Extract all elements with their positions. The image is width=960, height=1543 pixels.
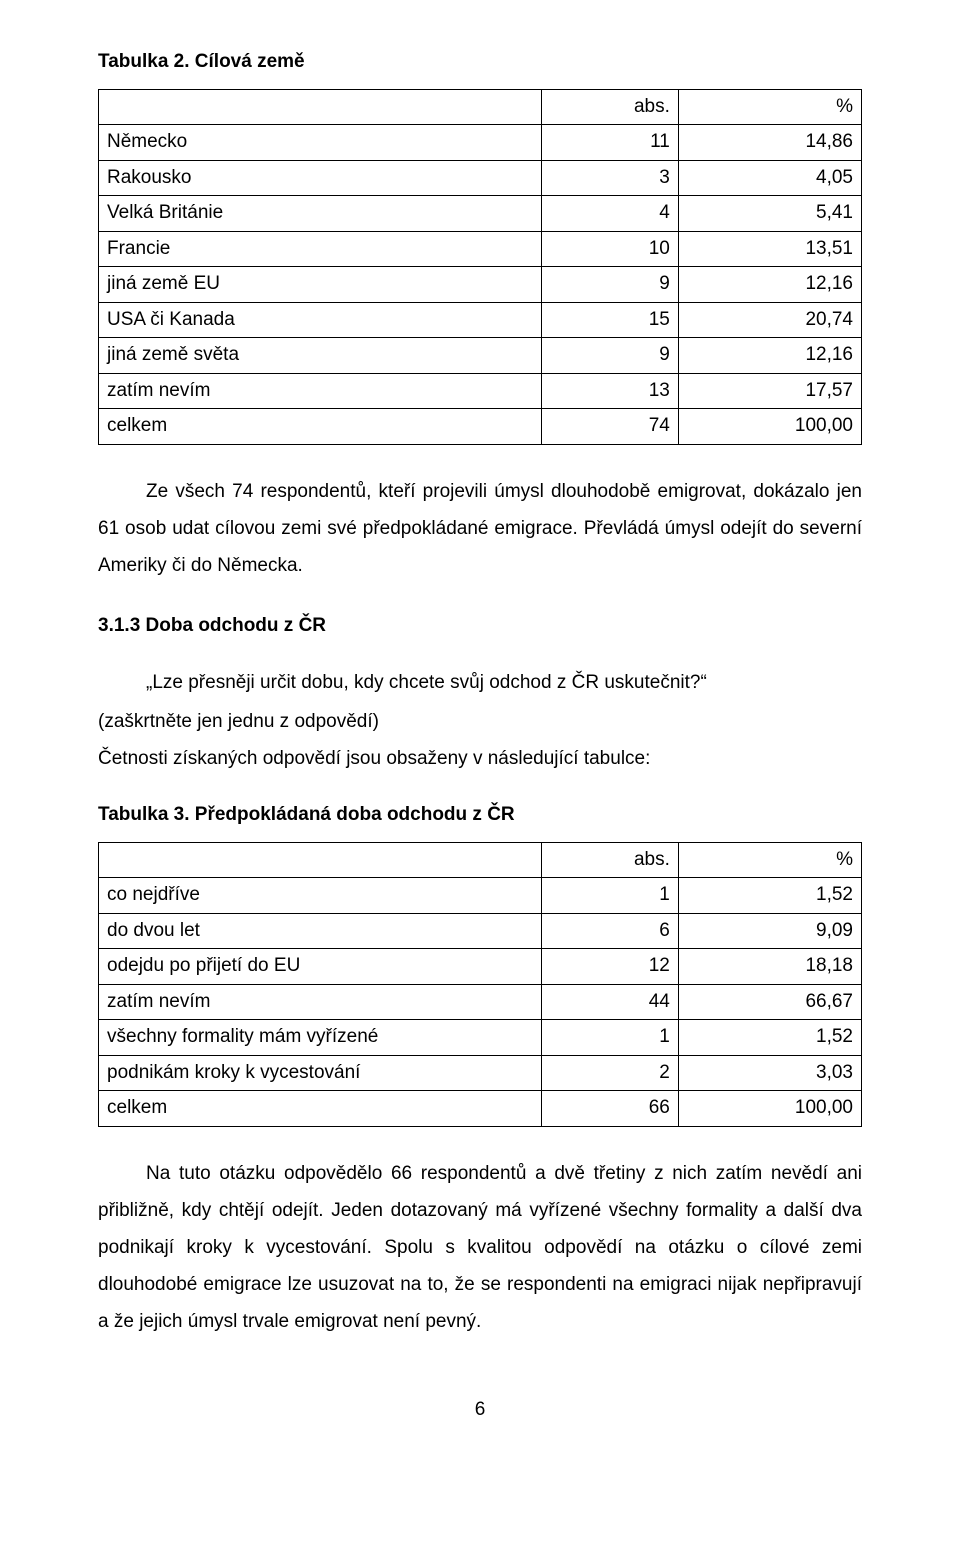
cell-abs: 3 — [541, 160, 678, 196]
cell-abs: 12 — [541, 949, 678, 985]
cell-pct: 12,16 — [678, 267, 861, 303]
table1-header-pct: % — [678, 89, 861, 125]
cell-abs: 13 — [541, 373, 678, 409]
cell-abs: 1 — [541, 878, 678, 914]
cell-abs: 2 — [541, 1055, 678, 1091]
table-row: jiná země světa912,16 — [99, 338, 862, 374]
cell-abs: 15 — [541, 302, 678, 338]
table2-title: Tabulka 3. Předpokládaná doba odchodu z … — [98, 801, 862, 830]
cell-pct: 100,00 — [678, 1091, 861, 1127]
question-quote: „Lze přesněji určit dobu, kdy chcete svů… — [98, 664, 862, 701]
cell-label: zatím nevím — [99, 373, 542, 409]
cell-label: podnikám kroky k vycestování — [99, 1055, 542, 1091]
cell-pct: 17,57 — [678, 373, 861, 409]
page-container: Tabulka 2. Cílová země abs. % Německo111… — [0, 0, 960, 1465]
cell-pct: 9,09 — [678, 913, 861, 949]
cell-pct: 13,51 — [678, 231, 861, 267]
cell-abs: 74 — [541, 409, 678, 445]
cell-abs: 44 — [541, 984, 678, 1020]
table-row: Německo1114,86 — [99, 125, 862, 161]
cell-pct: 18,18 — [678, 949, 861, 985]
cell-label: jiná země EU — [99, 267, 542, 303]
cell-label: Rakousko — [99, 160, 542, 196]
table-row: celkem74100,00 — [99, 409, 862, 445]
table-row: všechny formality mám vyřízené11,52 — [99, 1020, 862, 1056]
cell-abs: 66 — [541, 1091, 678, 1127]
page-number: 6 — [98, 1396, 862, 1425]
table2-header-pct: % — [678, 842, 861, 878]
table2-header-blank — [99, 842, 542, 878]
cell-pct: 100,00 — [678, 409, 861, 445]
cell-pct: 66,67 — [678, 984, 861, 1020]
cell-label: celkem — [99, 1091, 542, 1127]
table2: abs. % co nejdříve11,52 do dvou let69,09… — [98, 842, 862, 1127]
cell-label: USA či Kanada — [99, 302, 542, 338]
cell-abs: 1 — [541, 1020, 678, 1056]
cell-label: co nejdříve — [99, 878, 542, 914]
cell-pct: 1,52 — [678, 878, 861, 914]
cell-label: odejdu po přijetí do EU — [99, 949, 542, 985]
question-sub1: (zaškrtněte jen jednu z odpovědí) — [98, 711, 379, 732]
table-row: Rakousko34,05 — [99, 160, 862, 196]
cell-abs: 9 — [541, 338, 678, 374]
table-row: odejdu po přijetí do EU1218,18 — [99, 949, 862, 985]
cell-pct: 1,52 — [678, 1020, 861, 1056]
cell-abs: 4 — [541, 196, 678, 232]
cell-label: Francie — [99, 231, 542, 267]
table-row: zatím nevím1317,57 — [99, 373, 862, 409]
table-row: co nejdříve11,52 — [99, 878, 862, 914]
table-row: USA či Kanada1520,74 — [99, 302, 862, 338]
cell-label: celkem — [99, 409, 542, 445]
table-row: podnikám kroky k vycestování23,03 — [99, 1055, 862, 1091]
cell-pct: 14,86 — [678, 125, 861, 161]
section-heading: 3.1.3 Doba odchodu z ČR — [98, 612, 862, 641]
cell-pct: 20,74 — [678, 302, 861, 338]
table-row: do dvou let69,09 — [99, 913, 862, 949]
question-block: „Lze přesněji určit dobu, kdy chcete svů… — [98, 664, 862, 777]
table1-header-abs: abs. — [541, 89, 678, 125]
table-row: Francie1013,51 — [99, 231, 862, 267]
table2-header-abs: abs. — [541, 842, 678, 878]
paragraph-1: Ze všech 74 respondentů, kteří projevili… — [98, 473, 862, 584]
cell-abs: 6 — [541, 913, 678, 949]
table-row: Velká Británie45,41 — [99, 196, 862, 232]
cell-abs: 10 — [541, 231, 678, 267]
cell-label: jiná země světa — [99, 338, 542, 374]
cell-label: všechny formality mám vyřízené — [99, 1020, 542, 1056]
cell-abs: 11 — [541, 125, 678, 161]
table-row: zatím nevím4466,67 — [99, 984, 862, 1020]
cell-pct: 12,16 — [678, 338, 861, 374]
cell-label: Velká Británie — [99, 196, 542, 232]
question-sub2: Četnosti získaných odpovědí jsou obsažen… — [98, 748, 650, 769]
table-row: jiná země EU912,16 — [99, 267, 862, 303]
cell-pct: 4,05 — [678, 160, 861, 196]
cell-label: zatím nevím — [99, 984, 542, 1020]
table2-header-row: abs. % — [99, 842, 862, 878]
table-row: celkem66100,00 — [99, 1091, 862, 1127]
table1-header-row: abs. % — [99, 89, 862, 125]
cell-pct: 3,03 — [678, 1055, 861, 1091]
cell-label: do dvou let — [99, 913, 542, 949]
table1-header-blank — [99, 89, 542, 125]
table1-title: Tabulka 2. Cílová země — [98, 48, 862, 77]
cell-pct: 5,41 — [678, 196, 861, 232]
cell-abs: 9 — [541, 267, 678, 303]
cell-label: Německo — [99, 125, 542, 161]
table1: abs. % Německo1114,86 Rakousko34,05 Velk… — [98, 89, 862, 445]
paragraph-2: Na tuto otázku odpovědělo 66 respondentů… — [98, 1155, 862, 1340]
